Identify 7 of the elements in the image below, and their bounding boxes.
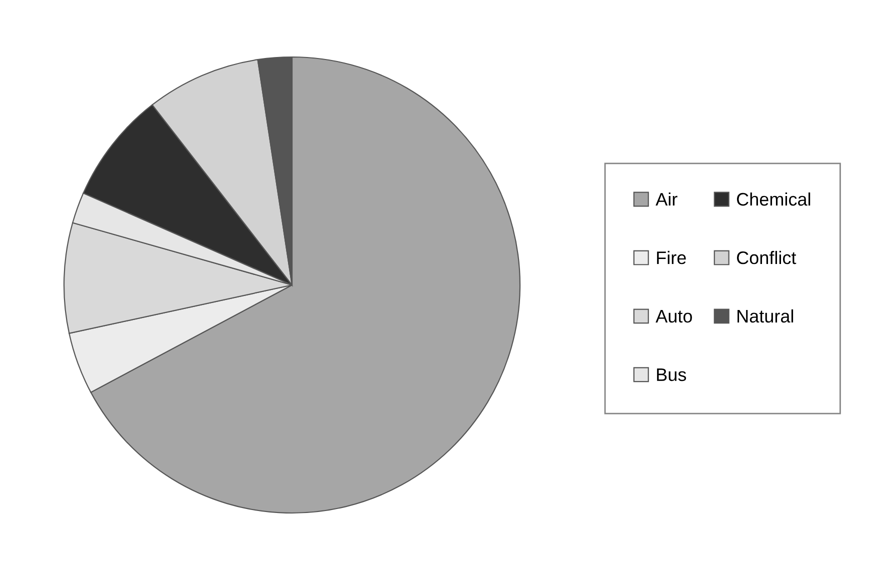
legend-label: Chemical: [736, 192, 810, 206]
legend-label: Natural: [738, 309, 794, 323]
legend-label: Fire: [657, 250, 686, 264]
legend-label: Auto: [656, 310, 692, 323]
legend-label: Conflict: [736, 250, 796, 264]
legend-label: Bus: [657, 368, 686, 382]
legend-label: Air: [656, 192, 678, 206]
